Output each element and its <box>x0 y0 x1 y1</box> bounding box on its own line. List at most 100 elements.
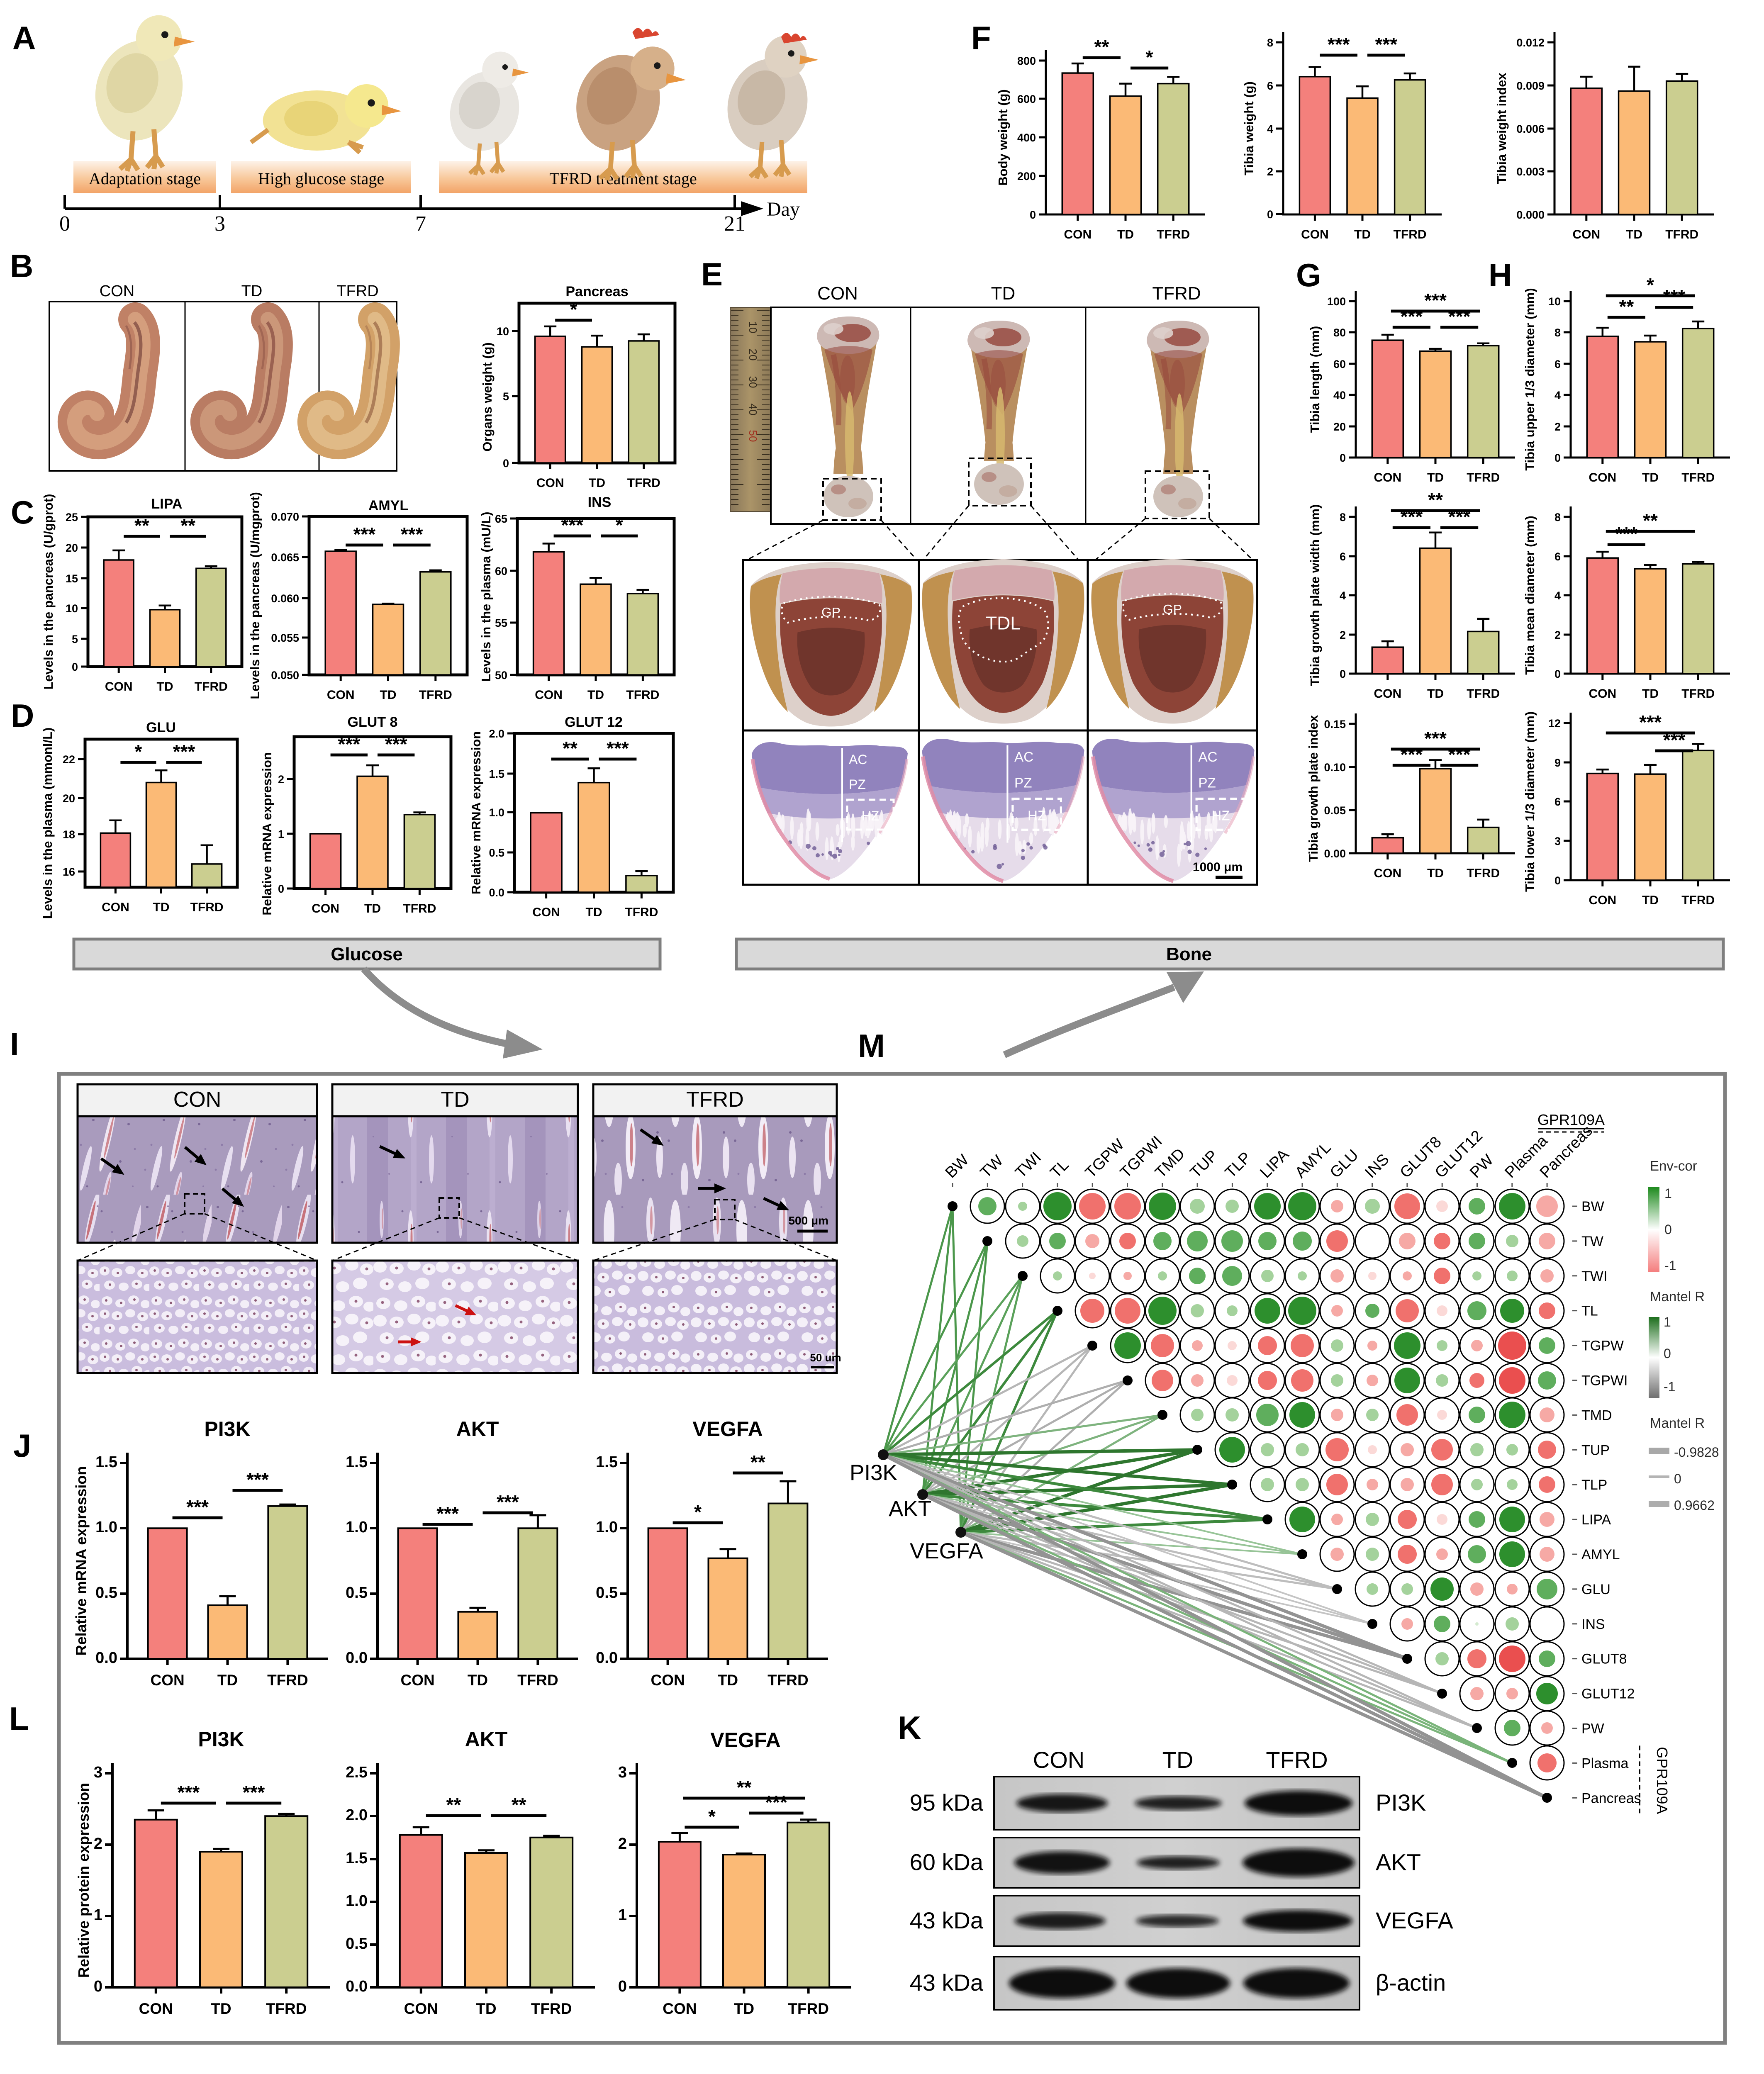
svg-text:***: *** <box>338 733 360 755</box>
svg-text:-1: -1 <box>1664 1379 1675 1394</box>
svg-text:TD: TD <box>157 680 173 694</box>
svg-text:55: 55 <box>495 617 507 629</box>
svg-text:AKT: AKT <box>465 1728 508 1751</box>
svg-text:D: D <box>11 697 34 734</box>
svg-text:***: *** <box>173 741 195 762</box>
svg-text:Bone: Bone <box>1166 944 1212 964</box>
svg-text:Organs weight (g): Organs weight (g) <box>480 342 495 452</box>
svg-text:6: 6 <box>1267 80 1273 92</box>
svg-text:***: *** <box>436 1503 459 1524</box>
svg-text:600: 600 <box>1017 93 1036 105</box>
svg-text:TFRD: TFRD <box>517 1672 558 1689</box>
svg-text:***: *** <box>1401 506 1423 528</box>
svg-text:**: ** <box>1643 510 1658 531</box>
svg-text:0: 0 <box>1340 452 1346 464</box>
svg-text:LIPA: LIPA <box>151 496 183 512</box>
svg-text:**: ** <box>134 515 149 536</box>
svg-text:1: 1 <box>1664 1315 1671 1329</box>
svg-text:18: 18 <box>63 828 75 841</box>
svg-text:TW: TW <box>1581 1234 1603 1249</box>
svg-text:1.0: 1.0 <box>489 806 504 819</box>
svg-text:Plasma: Plasma <box>1581 1755 1628 1771</box>
svg-text:4: 4 <box>1267 123 1273 135</box>
svg-text:High glucose stage: High glucose stage <box>258 169 384 188</box>
svg-text:TD: TD <box>734 2000 754 2017</box>
svg-text:0.065: 0.065 <box>271 551 299 564</box>
svg-text:PI3K: PI3K <box>198 1728 244 1751</box>
svg-text:INS: INS <box>588 494 612 510</box>
svg-text:***: *** <box>1401 306 1423 327</box>
svg-text:TD: TD <box>991 283 1016 304</box>
svg-text:Adaptation stage: Adaptation stage <box>89 169 201 188</box>
svg-text:TFRD: TFRD <box>626 688 659 702</box>
svg-text:12: 12 <box>1548 717 1561 730</box>
svg-text:TFRD: TFRD <box>1467 867 1500 880</box>
svg-text:3: 3 <box>94 1764 102 1781</box>
svg-text:TD: TD <box>1642 687 1659 701</box>
svg-text:8: 8 <box>1340 511 1346 523</box>
svg-text:***: *** <box>1424 728 1447 749</box>
svg-text:Tibia growth plate width (mm): Tibia growth plate width (mm) <box>1308 504 1322 686</box>
svg-text:TD: TD <box>589 476 605 490</box>
svg-text:0.070: 0.070 <box>271 511 299 523</box>
svg-text:30: 30 <box>747 376 759 388</box>
svg-text:PZ: PZ <box>1014 775 1032 791</box>
svg-text:GLU: GLU <box>1581 1582 1611 1597</box>
svg-text:10: 10 <box>497 325 509 338</box>
svg-text:TD: TD <box>211 2000 231 2017</box>
svg-text:43 kDa: 43 kDa <box>910 1907 984 1933</box>
svg-text:***: *** <box>1448 506 1471 528</box>
svg-text:**: ** <box>446 1794 461 1816</box>
svg-text:0: 0 <box>1664 1346 1671 1361</box>
svg-text:CON: CON <box>663 2000 697 2017</box>
svg-text:TFRD: TFRD <box>1152 283 1201 304</box>
svg-text:CON: CON <box>312 902 339 915</box>
svg-text:6: 6 <box>1554 550 1561 563</box>
svg-text:*: * <box>616 514 623 536</box>
svg-text:0.0: 0.0 <box>596 1649 618 1667</box>
svg-text:L: L <box>9 1700 29 1737</box>
svg-text:***: *** <box>1615 523 1638 545</box>
svg-text:0.5: 0.5 <box>95 1584 117 1602</box>
svg-text:HZ: HZ <box>1028 808 1046 824</box>
svg-text:GP: GP <box>821 604 841 619</box>
svg-text:GP: GP <box>1163 601 1182 616</box>
svg-text:1: 1 <box>1664 1186 1672 1201</box>
svg-text:0.060: 0.060 <box>271 592 299 605</box>
svg-text:TD: TD <box>1626 228 1642 241</box>
svg-text:CON: CON <box>1589 893 1616 907</box>
svg-text:8: 8 <box>1554 326 1561 339</box>
svg-text:TGPW: TGPW <box>1581 1338 1624 1354</box>
svg-text:2.5: 2.5 <box>346 1764 368 1781</box>
svg-text:1.5: 1.5 <box>596 1453 618 1471</box>
svg-text:200: 200 <box>1017 170 1036 183</box>
svg-text:TFRD: TFRD <box>627 476 660 490</box>
svg-text:7: 7 <box>415 212 426 236</box>
svg-text:**: ** <box>563 738 577 759</box>
svg-text:50: 50 <box>747 430 759 442</box>
svg-text:CON: CON <box>1374 867 1401 880</box>
svg-text:0.050: 0.050 <box>271 669 299 682</box>
svg-text:CON: CON <box>400 1672 434 1689</box>
svg-text:PI3K: PI3K <box>1376 1789 1426 1816</box>
svg-text:AC: AC <box>1198 750 1217 765</box>
svg-text:4: 4 <box>1554 389 1561 402</box>
svg-text:TD: TD <box>718 1672 738 1689</box>
svg-text:TFRD: TFRD <box>625 906 658 919</box>
svg-text:2.0: 2.0 <box>489 728 504 740</box>
svg-text:PZ: PZ <box>849 777 866 792</box>
svg-text:CON: CON <box>102 901 129 914</box>
svg-text:0.012: 0.012 <box>1516 37 1545 49</box>
svg-text:500 μm: 500 μm <box>788 1214 828 1227</box>
svg-text:0.9662: 0.9662 <box>1674 1498 1715 1513</box>
svg-text:0: 0 <box>72 661 78 673</box>
svg-text:TFRD: TFRD <box>1681 893 1715 907</box>
svg-text:400: 400 <box>1017 131 1036 144</box>
svg-text:0.10: 0.10 <box>1324 761 1346 774</box>
svg-text:B: B <box>10 248 33 284</box>
svg-text:16: 16 <box>63 866 75 878</box>
svg-text:0.5: 0.5 <box>346 1584 368 1602</box>
svg-text:0: 0 <box>618 1978 627 1995</box>
svg-text:TFRD: TFRD <box>266 2000 307 2017</box>
svg-text:TFRD: TFRD <box>419 688 452 702</box>
